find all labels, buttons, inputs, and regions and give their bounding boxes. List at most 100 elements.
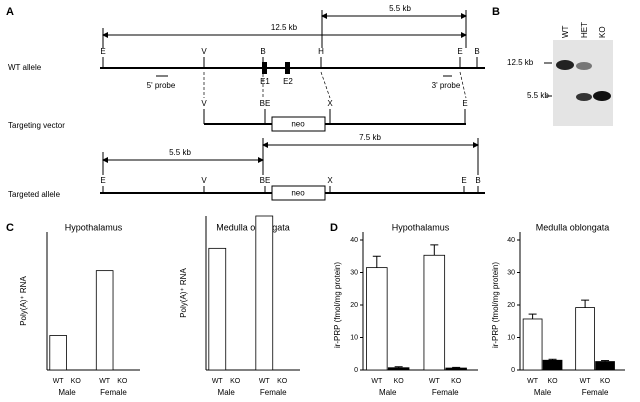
chart-title: Hypothalamus (392, 222, 450, 232)
band (593, 91, 611, 101)
site-label: E (457, 47, 462, 56)
group-label: Female (582, 388, 609, 397)
y-tick-label: 30 (507, 269, 515, 276)
bar-label: WT (212, 378, 224, 385)
bar (366, 267, 388, 371)
site-label: E (461, 176, 466, 185)
span-label: 5.5 kb (389, 4, 411, 13)
site-label: H (318, 47, 324, 56)
lane-label: KO (598, 26, 607, 38)
bar-label: WT (259, 378, 271, 385)
y-tick-label: 20 (507, 302, 515, 309)
bar-label: KO (230, 378, 241, 385)
site-label: E (100, 176, 105, 185)
group-label: Male (379, 388, 397, 397)
exon (262, 62, 267, 74)
connector (459, 71, 467, 99)
y-tick-label: 20 (350, 302, 358, 309)
chart-title: Hypothalamus (65, 222, 123, 232)
band (576, 93, 592, 101)
y-axis-label: ir-PRP (fmol/mg protein) (333, 262, 342, 348)
blot-image (553, 40, 613, 126)
group-label: Female (432, 388, 459, 397)
targeting-vector: neo Targeting vector (8, 116, 466, 132)
site-label: X (327, 99, 333, 108)
chart-title: Medulla oblongata (216, 222, 290, 232)
bar (522, 318, 543, 371)
chart-title: Medulla oblongata (536, 222, 610, 232)
y-axis-label: Poly(A)⁺ RNA (19, 276, 28, 326)
bar (95, 270, 114, 371)
blot: WT HET KO 12.5 kb 5.5 kb (507, 22, 613, 126)
bar (208, 247, 227, 371)
row-label: Targeting vector (8, 121, 65, 130)
bar-label: KO (394, 378, 405, 385)
bar (387, 367, 410, 371)
bar (595, 361, 615, 371)
neo-box (271, 185, 326, 201)
wt-allele: 12.5 kb 5.5 kb E1 E2 5' probe 3' probe W… (8, 4, 485, 90)
lane-label: WT (561, 25, 570, 38)
exon-label: E1 (260, 77, 270, 86)
bar (575, 307, 595, 371)
group-label: Female (260, 388, 287, 397)
marker-label: 5.5 kb (527, 91, 549, 100)
probe-label: 5' probe (147, 81, 176, 90)
bar-label: WT (527, 378, 539, 385)
bar (445, 367, 467, 371)
bar-label: KO (600, 378, 611, 385)
bar (255, 215, 274, 371)
site-label: B (474, 47, 479, 56)
exon-label: E2 (283, 77, 293, 86)
site-label: BE (260, 99, 271, 108)
bar (423, 254, 446, 371)
y-tick-label: 0 (511, 367, 515, 374)
site-label: X (327, 176, 333, 185)
site-label: V (201, 47, 207, 56)
y-axis-label: Poly(A)⁺ RNA (179, 268, 188, 318)
bar (49, 335, 67, 371)
bar-label: KO (547, 378, 558, 385)
site-label: E (100, 47, 105, 56)
site-label: V (201, 99, 207, 108)
site-label: B (260, 47, 265, 56)
bar-label: KO (451, 378, 462, 385)
row-label: WT allele (8, 63, 42, 72)
group-label: Male (58, 388, 76, 397)
neo-box (271, 116, 326, 132)
site-label: E (462, 99, 467, 108)
band (576, 62, 592, 70)
y-tick-label: 10 (350, 334, 358, 341)
panel-label: B (492, 6, 500, 18)
bar-label: WT (580, 378, 592, 385)
band (556, 60, 574, 70)
bar-label: KO (277, 378, 288, 385)
connector (320, 71, 331, 99)
span-label: 12.5 kb (271, 23, 298, 32)
bar-label: WT (53, 378, 65, 385)
y-tick-label: 10 (507, 334, 515, 341)
y-tick-label: 40 (507, 237, 515, 244)
bar-label: WT (429, 378, 441, 385)
probe-label: 3' probe (432, 81, 461, 90)
bar-label: KO (117, 378, 128, 385)
y-tick-label: 0 (354, 367, 358, 374)
site-label: B (475, 176, 480, 185)
group-label: Male (218, 388, 236, 397)
bar-label: KO (71, 378, 82, 385)
span-label: 7.5 kb (359, 133, 381, 142)
site-label: BE (260, 176, 271, 185)
panel-label: A (6, 6, 14, 18)
cassette-label: neo (291, 120, 305, 129)
y-tick-label: 30 (350, 269, 358, 276)
y-axis-label: ir-PRP (fmol/mg protein) (491, 262, 500, 348)
y-tick-label: 40 (350, 237, 358, 244)
group-label: Male (534, 388, 552, 397)
row-label: Targeted allele (8, 190, 61, 199)
lane-label: HET (580, 22, 589, 38)
cassette-label: neo (291, 189, 305, 198)
targeted-allele: 5.5 kb 7.5 kb neo Targeted allele (8, 133, 485, 201)
bar (542, 359, 563, 371)
site-label: V (201, 176, 207, 185)
